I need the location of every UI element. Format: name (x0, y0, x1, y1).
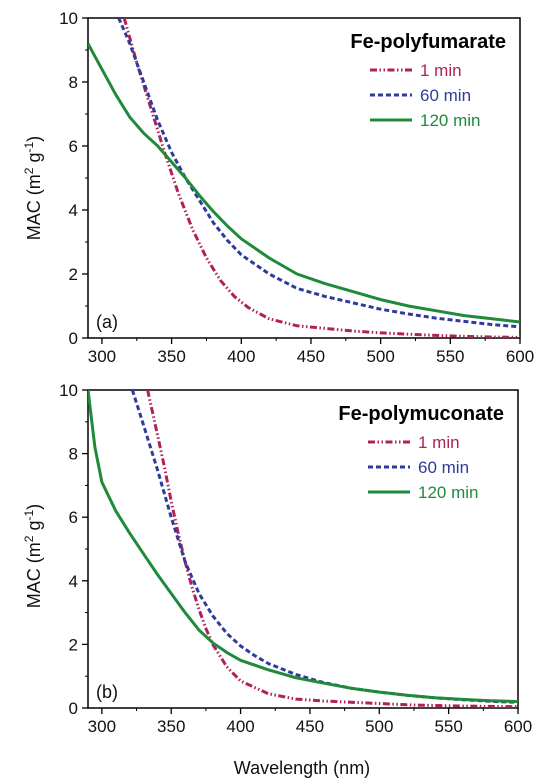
legend-label: 120 min (420, 111, 480, 130)
x-tick-label: 450 (297, 347, 325, 366)
x-tick-label: 450 (296, 717, 324, 736)
x-tick-label: 300 (88, 347, 116, 366)
x-tick-label: 400 (227, 347, 255, 366)
legend-label: 120 min (418, 483, 478, 502)
x-tick-label: 400 (226, 717, 254, 736)
y-tick-label: 2 (69, 635, 78, 654)
y-tick-label: 4 (69, 572, 78, 591)
legend-label: 60 min (418, 458, 469, 477)
legend-label: 1 min (418, 433, 460, 452)
x-tick-label: 300 (88, 717, 116, 736)
x-tick-label: 550 (436, 347, 464, 366)
y-axis-title-b: MAC (m2 g-1) (22, 504, 44, 608)
chart-title: Fe-polymuconate (338, 403, 504, 425)
y-tick-label: 4 (69, 201, 78, 220)
panel-label: (a) (96, 312, 118, 332)
x-tick-label: 500 (365, 717, 393, 736)
y-tick-label: 10 (59, 9, 78, 28)
x-axis-title: Wavelength (nm) (234, 758, 370, 778)
x-tick-label: 600 (506, 347, 534, 366)
x-tick-label: 350 (157, 717, 185, 736)
y-tick-label: 8 (69, 445, 78, 464)
series-line-60-min (130, 390, 518, 704)
x-tick-label: 600 (504, 717, 532, 736)
series-line-1-min (146, 390, 518, 708)
y-tick-label: 2 (69, 265, 78, 284)
chart-title: Fe-polyfumarate (350, 31, 506, 53)
y-tick-label: 6 (69, 137, 78, 156)
y-axis-title-a: MAC (m2 g-1) (22, 136, 44, 240)
panel-a: 300 350 400 450 500 550 600 0 2 4 6 8 10 Fe-polyfumar… (59, 9, 534, 366)
x-tick-label: 500 (366, 347, 394, 366)
legend-label: 60 min (420, 86, 471, 105)
y-tick-label: 0 (69, 699, 78, 718)
y-tick-label: 0 (69, 329, 78, 348)
series-line-120-min (88, 390, 518, 704)
x-tick-label: 350 (157, 347, 185, 366)
x-tick-label: 550 (434, 717, 462, 736)
series-line-60-min (117, 18, 520, 329)
series-line-120-min (88, 42, 520, 324)
panel-b: 300 350 400 450 500 550 600 0 2 4 6 8 10 Fe-polymucon… (59, 381, 532, 736)
legend-label: 1 min (420, 61, 462, 80)
y-tick-label: 8 (69, 73, 78, 92)
panel-label: (b) (96, 682, 118, 702)
y-tick-label: 10 (59, 381, 78, 400)
y-tick-label: 6 (69, 508, 78, 527)
